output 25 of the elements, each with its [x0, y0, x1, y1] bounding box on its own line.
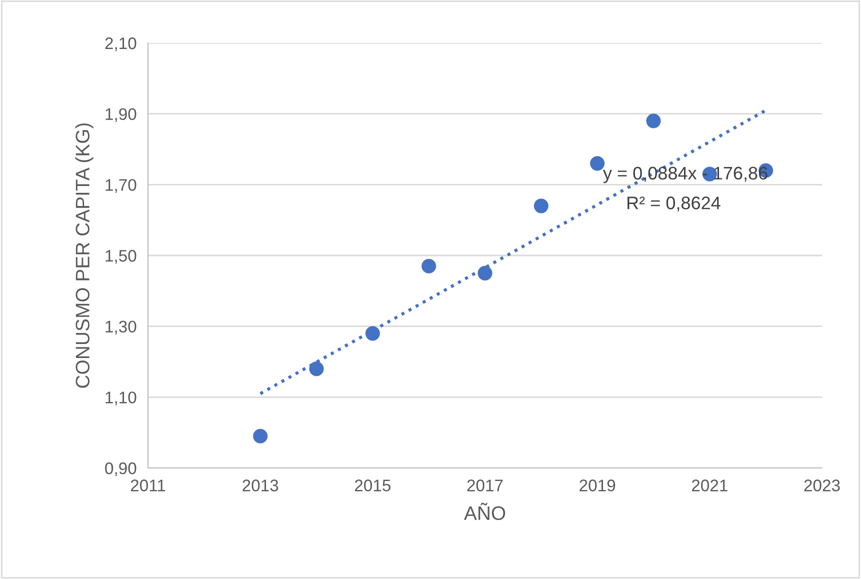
x-axis-title: AÑO	[464, 502, 506, 520]
y-tick-label: 0,90	[105, 462, 136, 476]
x-tick-label: 2017	[467, 480, 503, 492]
point	[422, 258, 436, 274]
y-axis-title: CONUSMO PER CAPITA (KG)	[75, 123, 94, 388]
point	[478, 266, 492, 280]
y-tick-label: 1,50	[106, 250, 136, 264]
x-tick-label: 2023	[804, 480, 840, 492]
x-tick-label: 2011	[130, 480, 166, 492]
y-tick-label: 1,90	[106, 108, 136, 122]
y-tick-label: 1,70	[106, 179, 136, 193]
y-tick-label: 2,10	[105, 37, 136, 52]
point	[309, 362, 324, 376]
point	[590, 156, 605, 171]
x-tick-label: 2019	[580, 480, 616, 492]
point	[534, 198, 548, 214]
x-tick-label: 2015	[354, 480, 391, 492]
y-tick-label: 1,10	[106, 392, 136, 406]
point	[365, 326, 380, 341]
annotation: R² = 0,8624	[628, 196, 720, 212]
x-tick-label: 2013	[242, 480, 278, 492]
point	[253, 428, 268, 444]
x-tick-label: 2021	[692, 480, 728, 492]
point	[646, 114, 661, 128]
y-tick-label: 1,30	[106, 320, 136, 335]
